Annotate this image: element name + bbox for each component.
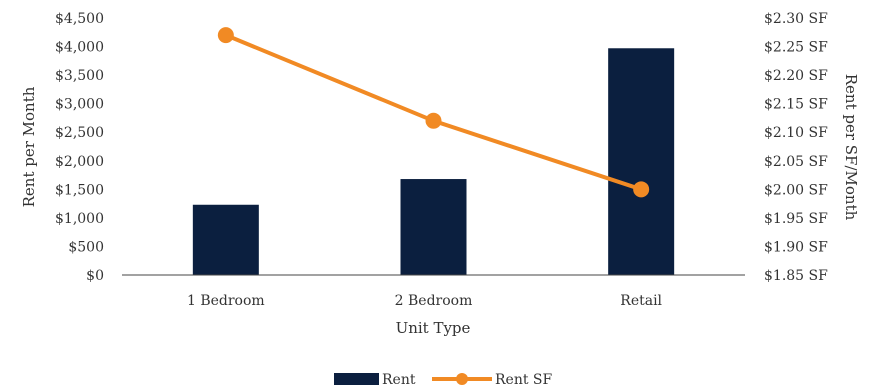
left-tick-label: $1,500: [55, 182, 104, 198]
left-tick-label: $3,500: [55, 68, 104, 84]
rent-sf-point: [425, 112, 442, 129]
bar-rent: [192, 204, 259, 275]
legend-marker-rent-sf: [456, 373, 468, 385]
right-tick-label: $2.15 SF: [764, 97, 828, 113]
legend-label-rent-sf: Rent SF: [495, 372, 553, 388]
left-tick-label: $4,000: [55, 40, 104, 56]
rent-sf-line-series: [217, 27, 650, 198]
right-tick-label: $2.00 SF: [764, 182, 828, 198]
legend-label-rent: Rent: [382, 372, 416, 388]
right-tick-label: $2.25 SF: [764, 40, 828, 56]
left-axis-title: Rent per Month: [20, 86, 38, 207]
rent-sf-point: [633, 181, 650, 198]
right-tick-label: $1.85 SF: [764, 268, 828, 284]
rent-sf-point: [217, 27, 234, 44]
right-tick-label: $1.90 SF: [764, 239, 828, 255]
left-tick-label: $500: [68, 239, 104, 255]
right-tick-label: $2.30 SF: [764, 11, 828, 27]
left-tick-label: $2,500: [55, 125, 104, 141]
legend-swatch-rent: [334, 373, 379, 385]
rent-bars: [192, 48, 675, 275]
right-axis-title: Rent per SF/Month: [842, 74, 860, 221]
right-tick-label: $1.95 SF: [764, 211, 828, 227]
x-tick-label: Retail: [620, 293, 662, 309]
left-tick-label: $1,000: [55, 211, 104, 227]
left-tick-label: $4,500: [55, 11, 104, 27]
left-tick-label: $2,000: [55, 154, 104, 170]
right-tick-label: $2.05 SF: [764, 154, 828, 170]
x-axis-ticks: 1 Bedroom 2 Bedroom Retail: [187, 293, 663, 309]
x-tick-label: 2 Bedroom: [395, 293, 473, 309]
bar-rent: [400, 179, 467, 275]
right-tick-label: $2.10 SF: [764, 125, 828, 141]
legend: Rent Rent SF: [334, 372, 553, 388]
left-axis-ticks: $0 $500 $1,000 $1,500 $2,000 $2,500 $3,000 $3,5…: [55, 11, 104, 284]
x-axis-title: Unit Type: [396, 319, 471, 337]
left-tick-label: $0: [86, 268, 104, 284]
left-tick-label: $3,000: [55, 97, 104, 113]
bar-rent: [608, 48, 675, 275]
rent-sf-line: [225, 33, 642, 192]
x-tick-label: 1 Bedroom: [187, 293, 265, 309]
right-tick-label: $2.20 SF: [764, 68, 828, 84]
right-axis-ticks: $1.85 SF $1.90 SF $1.95 SF $2.00 SF $2.05 SF…: [764, 11, 828, 284]
